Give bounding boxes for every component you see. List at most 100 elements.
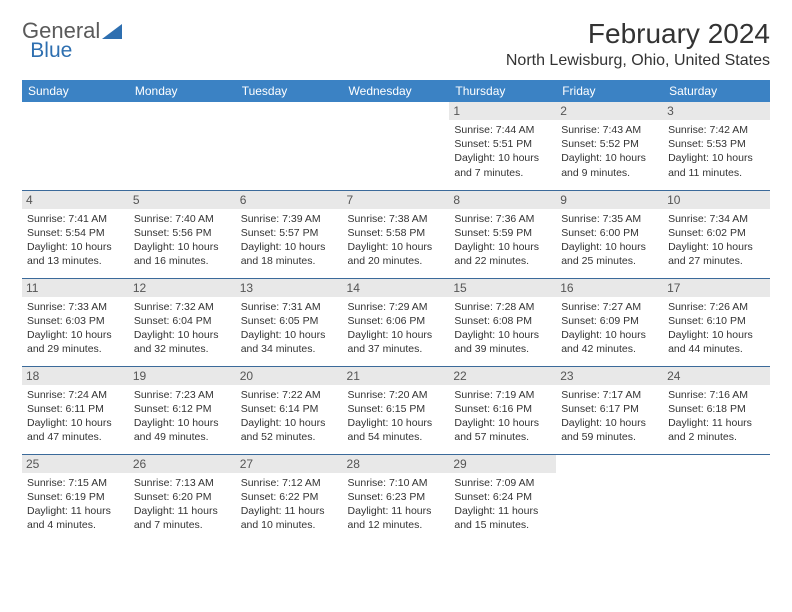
day-number: 1 [449,102,556,120]
calendar-cell: 19 Sunrise: 7:23 AMSunset: 6:12 PMDayligh… [129,366,236,454]
day-detail: Sunrise: 7:43 AMSunset: 5:52 PMDaylight:… [561,123,658,180]
day-detail: Sunrise: 7:35 AMSunset: 6:00 PMDaylight:… [561,212,658,269]
calendar-cell: 27 Sunrise: 7:12 AMSunset: 6:22 PMDayligh… [236,454,343,542]
day-header: Saturday [663,80,770,102]
calendar-cell: 26 Sunrise: 7:13 AMSunset: 6:20 PMDayligh… [129,454,236,542]
calendar-cell: 12 Sunrise: 7:32 AMSunset: 6:04 PMDayligh… [129,278,236,366]
day-header: Tuesday [236,80,343,102]
day-number: 18 [22,367,129,385]
day-detail: Sunrise: 7:27 AMSunset: 6:09 PMDaylight:… [561,300,658,357]
day-detail: Sunrise: 7:31 AMSunset: 6:05 PMDaylight:… [241,300,338,357]
day-number: 26 [129,455,236,473]
logo-text-b: Blue [30,39,72,62]
calendar-cell: 24 Sunrise: 7:16 AMSunset: 6:18 PMDayligh… [663,366,770,454]
day-number: 2 [556,102,663,120]
day-number: 11 [22,279,129,297]
day-detail: Sunrise: 7:33 AMSunset: 6:03 PMDaylight:… [27,300,124,357]
day-detail: Sunrise: 7:10 AMSunset: 6:23 PMDaylight:… [348,476,445,533]
calendar-cell: 18 Sunrise: 7:24 AMSunset: 6:11 PMDayligh… [22,366,129,454]
calendar-cell: 29 Sunrise: 7:09 AMSunset: 6:24 PMDayligh… [449,454,556,542]
calendar-cell: 28Sunrise: 7:10 AMSunset: 6:23 PMDayligh… [343,454,450,542]
calendar-cell: 7 Sunrise: 7:38 AMSunset: 5:58 PMDaylight… [343,190,450,278]
day-number: 23 [556,367,663,385]
day-detail: Sunrise: 7:36 AMSunset: 5:59 PMDaylight:… [454,212,551,269]
day-header: Sunday [22,80,129,102]
calendar-cell: 5 Sunrise: 7:40 AMSunset: 5:56 PMDaylight… [129,190,236,278]
calendar-cell [556,454,663,542]
calendar-cell: 11 Sunrise: 7:33 AMSunset: 6:03 PMDayligh… [22,278,129,366]
day-detail: Sunrise: 7:42 AMSunset: 5:53 PMDaylight:… [668,123,765,180]
day-number: 16 [556,279,663,297]
day-detail: Sunrise: 7:12 AMSunset: 6:22 PMDaylight:… [241,476,338,533]
day-number: 7 [343,191,450,209]
calendar-body: 1 Sunrise: 7:44 AMSunset: 5:51 PMDaylight… [22,102,770,542]
day-number: 12 [129,279,236,297]
day-detail: Sunrise: 7:39 AMSunset: 5:57 PMDaylight:… [241,212,338,269]
day-number: 20 [236,367,343,385]
calendar-cell: 1 Sunrise: 7:44 AMSunset: 5:51 PMDaylight… [449,102,556,190]
day-number: 25 [22,455,129,473]
day-detail: Sunrise: 7:41 AMSunset: 5:54 PMDaylight:… [27,212,124,269]
day-number: 29 [449,455,556,473]
calendar-cell: 10Sunrise: 7:34 AMSunset: 6:02 PMDayligh… [663,190,770,278]
header: General Blue February 2024 North Lewisbu… [22,18,770,70]
calendar-cell: 13 Sunrise: 7:31 AMSunset: 6:05 PMDayligh… [236,278,343,366]
day-number: 19 [129,367,236,385]
logo: General Blue [22,18,166,44]
calendar-cell [129,102,236,190]
calendar-cell: 15 Sunrise: 7:28 AMSunset: 6:08 PMDayligh… [449,278,556,366]
day-number: 22 [449,367,556,385]
day-detail: Sunrise: 7:44 AMSunset: 5:51 PMDaylight:… [454,123,551,180]
day-number: 13 [236,279,343,297]
calendar-cell: 14 Sunrise: 7:29 AMSunset: 6:06 PMDayligh… [343,278,450,366]
calendar-cell: 16 Sunrise: 7:27 AMSunset: 6:09 PMDayligh… [556,278,663,366]
calendar-cell [663,454,770,542]
calendar-cell: 8 Sunrise: 7:36 AMSunset: 5:59 PMDaylight… [449,190,556,278]
day-detail: Sunrise: 7:19 AMSunset: 6:16 PMDaylight:… [454,388,551,445]
day-detail: Sunrise: 7:40 AMSunset: 5:56 PMDaylight:… [134,212,231,269]
day-number: 9 [556,191,663,209]
calendar-head: SundayMondayTuesdayWednesdayThursdayFrid… [22,80,770,102]
day-detail: Sunrise: 7:15 AMSunset: 6:19 PMDaylight:… [27,476,124,533]
day-detail: Sunrise: 7:20 AMSunset: 6:15 PMDaylight:… [348,388,445,445]
day-number: 14 [343,279,450,297]
day-header: Monday [129,80,236,102]
calendar-cell [236,102,343,190]
calendar-cell: 3Sunrise: 7:42 AMSunset: 5:53 PMDaylight… [663,102,770,190]
day-number: 15 [449,279,556,297]
day-detail: Sunrise: 7:34 AMSunset: 6:02 PMDaylight:… [668,212,765,269]
month-title: February 2024 [506,18,770,50]
day-detail: Sunrise: 7:17 AMSunset: 6:17 PMDaylight:… [561,388,658,445]
location: North Lewisburg, Ohio, United States [506,52,770,70]
day-detail: Sunrise: 7:09 AMSunset: 6:24 PMDaylight:… [454,476,551,533]
calendar-cell: 20 Sunrise: 7:22 AMSunset: 6:14 PMDayligh… [236,366,343,454]
logo-triangle-icon [102,22,124,40]
day-detail: Sunrise: 7:26 AMSunset: 6:10 PMDaylight:… [668,300,765,357]
day-number: 21 [343,367,450,385]
calendar-cell: 17Sunrise: 7:26 AMSunset: 6:10 PMDayligh… [663,278,770,366]
day-header: Wednesday [343,80,450,102]
day-number: 4 [22,191,129,209]
day-detail: Sunrise: 7:29 AMSunset: 6:06 PMDaylight:… [348,300,445,357]
calendar-cell: 22 Sunrise: 7:19 AMSunset: 6:16 PMDayligh… [449,366,556,454]
day-detail: Sunrise: 7:16 AMSunset: 6:18 PMDaylight:… [668,388,765,445]
calendar-cell: 6 Sunrise: 7:39 AMSunset: 5:57 PMDaylight… [236,190,343,278]
calendar-cell: 25 Sunrise: 7:15 AMSunset: 6:19 PMDayligh… [22,454,129,542]
day-number: 5 [129,191,236,209]
day-detail: Sunrise: 7:23 AMSunset: 6:12 PMDaylight:… [134,388,231,445]
day-detail: Sunrise: 7:22 AMSunset: 6:14 PMDaylight:… [241,388,338,445]
calendar-table: SundayMondayTuesdayWednesdayThursdayFrid… [22,80,770,542]
day-header: Friday [556,80,663,102]
day-detail: Sunrise: 7:38 AMSunset: 5:58 PMDaylight:… [348,212,445,269]
day-number: 6 [236,191,343,209]
calendar-cell: 21 Sunrise: 7:20 AMSunset: 6:15 PMDayligh… [343,366,450,454]
day-number: 24 [663,367,770,385]
day-detail: Sunrise: 7:24 AMSunset: 6:11 PMDaylight:… [27,388,124,445]
day-detail: Sunrise: 7:32 AMSunset: 6:04 PMDaylight:… [134,300,231,357]
day-number: 8 [449,191,556,209]
day-detail: Sunrise: 7:28 AMSunset: 6:08 PMDaylight:… [454,300,551,357]
title-block: February 2024 North Lewisburg, Ohio, Uni… [506,18,770,70]
day-header: Thursday [449,80,556,102]
day-number: 27 [236,455,343,473]
day-detail: Sunrise: 7:13 AMSunset: 6:20 PMDaylight:… [134,476,231,533]
